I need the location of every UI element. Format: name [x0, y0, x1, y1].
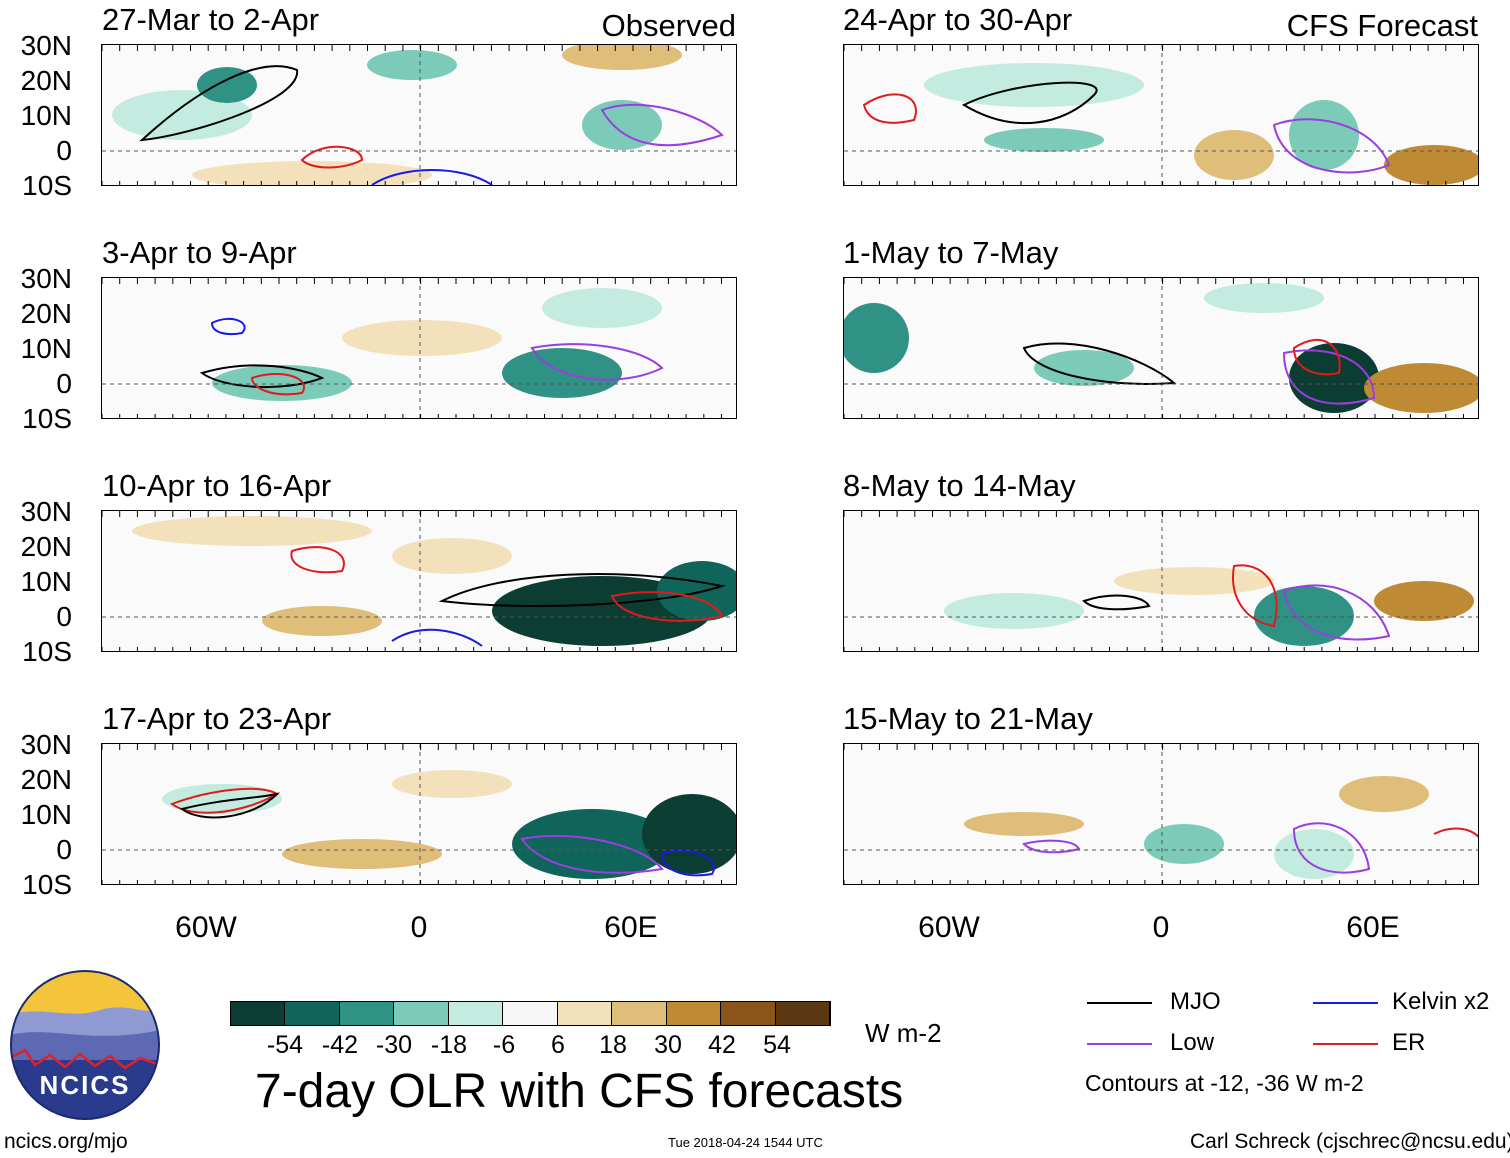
colorbar-tick-label: -54	[266, 1031, 304, 1059]
lon-label: 60E	[604, 911, 658, 944]
colorbar	[230, 1001, 831, 1026]
lon-label: 60W	[918, 911, 980, 944]
panel-title-3: 3-Apr to 9-Apr	[102, 235, 297, 270]
map-panel-observed-1	[101, 44, 737, 186]
lat-label: 0	[56, 834, 72, 865]
olr-map	[844, 511, 1478, 651]
olr-map	[844, 45, 1478, 185]
observed-label: Observed	[601, 8, 736, 43]
colorbar-swatch	[339, 1002, 395, 1025]
colorbar-tick-label: -6	[492, 1031, 516, 1059]
colorbar-tick-label: -42	[321, 1031, 359, 1059]
footer-credit: Carl Schreck (cjschrec@ncsu.edu)	[1190, 1130, 1510, 1153]
lon-label: 0	[1152, 911, 1170, 944]
lat-label: 30N	[20, 729, 72, 760]
cfs-forecast-label: CFS Forecast	[1286, 8, 1478, 43]
lat-label: 20N	[20, 65, 72, 96]
ncics-logo-text: NCICS	[39, 1070, 131, 1100]
colorbar-tick-label: -30	[375, 1031, 413, 1059]
lat-label: 10S	[22, 869, 72, 900]
legend: MJO Kelvin x2 Low ER Contours at -12, -3…	[1085, 985, 1505, 1096]
colorbar-swatch	[503, 1002, 558, 1025]
legend-line-mjo	[1087, 1002, 1152, 1004]
lat-label: 30N	[20, 263, 72, 294]
panel-title-8: 15-May to 21-May	[843, 701, 1093, 736]
olr-map	[844, 744, 1478, 884]
colorbar-tick-label: 54	[763, 1031, 791, 1059]
legend-line-low	[1087, 1043, 1152, 1045]
panel-title-4: 1-May to 7-May	[843, 235, 1059, 270]
lat-label: 10N	[20, 333, 72, 364]
lat-label: 10N	[20, 566, 72, 597]
ncics-logo: NCICS	[10, 970, 160, 1120]
lon-label: 60E	[1346, 911, 1400, 944]
lat-label: 10S	[22, 403, 72, 434]
lat-label: 20N	[20, 298, 72, 329]
colorbar-swatch	[448, 1002, 504, 1025]
olr-map	[102, 744, 736, 884]
colorbar-tick-label: 30	[654, 1031, 682, 1059]
lat-label: 0	[56, 368, 72, 399]
panel-title-5: 10-Apr to 16-Apr	[102, 468, 332, 503]
colorbar-tick-label: -18	[430, 1031, 468, 1059]
lat-label: 10N	[20, 799, 72, 830]
legend-label-mjo: MJO	[1170, 988, 1221, 1015]
map-panel-forecast-2	[843, 277, 1479, 419]
lat-label: 0	[56, 135, 72, 166]
lon-label: 60W	[175, 911, 237, 944]
lat-label: 30N	[20, 496, 72, 527]
olr-map	[844, 278, 1478, 418]
lat-label: 20N	[20, 764, 72, 795]
lat-label: 20N	[20, 531, 72, 562]
legend-line-er	[1313, 1043, 1378, 1045]
map-panel-forecast-3	[843, 510, 1479, 652]
main-title: 7-day OLR with CFS forecasts	[255, 1065, 904, 1118]
olr-map	[102, 278, 736, 418]
legend-line-kelvin	[1313, 1002, 1378, 1004]
panel-title-7: 17-Apr to 23-Apr	[102, 701, 332, 736]
map-panel-observed-4	[101, 743, 737, 885]
panel-title-2: 24-Apr to 30-Apr	[843, 2, 1073, 37]
panel-title-6: 8-May to 14-May	[843, 468, 1076, 503]
olr-map	[102, 45, 736, 185]
legend-label-low: Low	[1170, 1029, 1215, 1056]
legend-label-er: ER	[1392, 1029, 1426, 1056]
colorbar-swatch	[721, 1002, 776, 1025]
colorbar-tick-label: 18	[599, 1031, 627, 1059]
ncics-logo-graphic	[10, 970, 160, 1120]
map-panel-observed-2	[101, 277, 737, 419]
footer-timestamp: Tue 2018-04-24 1544 UTC	[668, 1135, 823, 1150]
colorbar-unit: W m-2	[865, 1018, 942, 1048]
map-panel-observed-3	[101, 510, 737, 652]
map-panel-forecast-1	[843, 44, 1479, 186]
lat-label: 30N	[20, 30, 72, 61]
lat-label: 10S	[22, 170, 72, 201]
legend-label-kelvin: Kelvin x2	[1392, 988, 1490, 1015]
olr-map	[102, 511, 736, 651]
colorbar-swatch	[666, 1002, 722, 1025]
colorbar-swatch	[394, 1002, 449, 1025]
lon-label: 0	[410, 911, 428, 944]
colorbar-swatch	[231, 1002, 286, 1025]
lat-label: 10N	[20, 100, 72, 131]
map-panel-forecast-4	[843, 743, 1479, 885]
panel-title-1: 27-Mar to 2-Apr	[102, 2, 320, 37]
colorbar-swatch	[612, 1002, 667, 1025]
legend-note: Contours at -12, -36 W m-2	[1085, 1070, 1364, 1096]
colorbar-swatch	[285, 1002, 340, 1025]
colorbar-swatch	[775, 1002, 830, 1025]
lat-label: 0	[56, 601, 72, 632]
footer-url[interactable]: ncics.org/mjo	[4, 1130, 128, 1153]
lat-label: 10S	[22, 636, 72, 667]
colorbar-swatch	[557, 1002, 613, 1025]
colorbar-tick-label: 42	[708, 1031, 736, 1059]
colorbar-tick-label: 6	[551, 1031, 565, 1059]
